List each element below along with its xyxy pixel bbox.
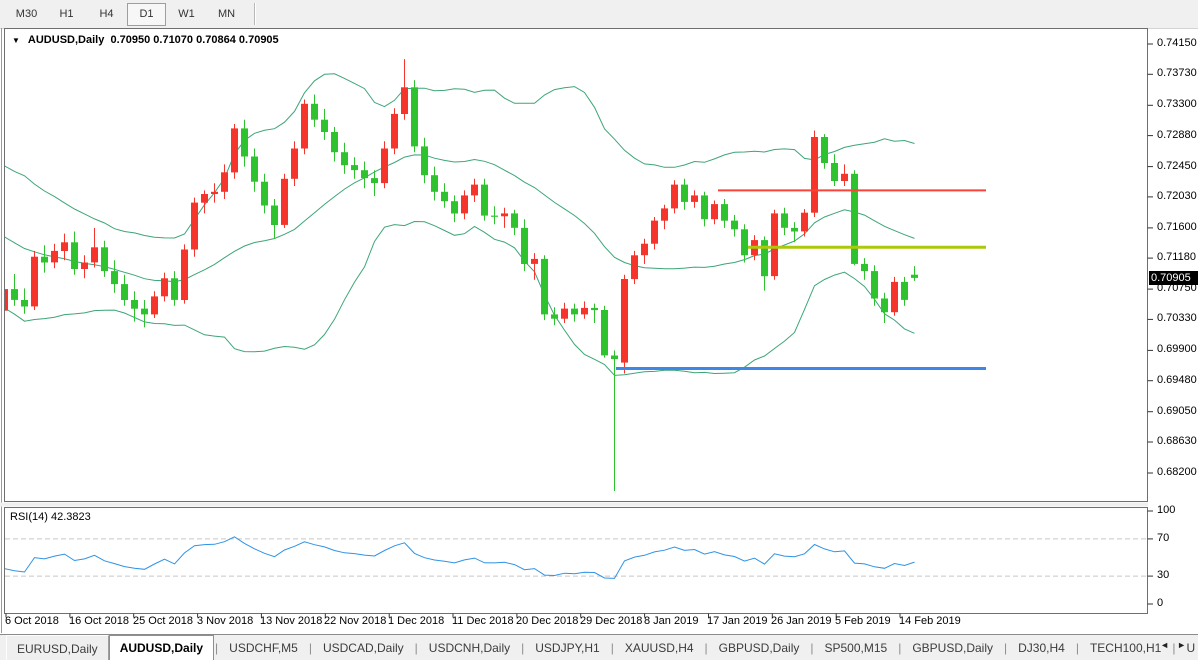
tab-separator: | [215,641,219,655]
chart-ohlc-values: 0.70950 0.71070 0.70864 0.70905 [110,34,279,46]
current-price-badge: 0.70905 [1149,271,1198,285]
toolbar-separator [254,3,256,25]
price-tick-label: 0.73300 [1157,98,1197,110]
rsi-tick-label: 30 [1157,569,1170,581]
chart-tab-sp500-m15[interactable]: SP500,M15 [824,641,888,655]
price-tick-label: 0.71600 [1157,221,1197,233]
price-tick-label: 0.72450 [1157,160,1197,172]
tab-separator: | [308,641,312,655]
tab-scroll-arrows: ◄► [1160,640,1194,650]
tab-separator: | [521,641,525,655]
price-tick-label: 0.69050 [1157,405,1197,417]
timeframe-button-m30[interactable]: M30 [15,7,38,20]
chart-tab-dj30-h4[interactable]: DJ30,H4 [1018,641,1065,655]
date-tick-label: 5 Feb 2019 [835,615,891,627]
chart-tab-bar: EURUSD,Daily AUDUSD,Daily | USDCHF,M5 | USDCA… [0,634,1198,660]
chart-tab-usdchf-m5[interactable]: USDCHF,M5 [229,641,298,655]
rsi-panel[interactable] [4,507,1148,614]
date-tick-label: 22 Nov 2018 [324,615,387,627]
timeframe-button-h1[interactable]: H1 [59,7,74,20]
tab-separator: | [810,641,814,655]
price-tick-label: 0.69480 [1157,374,1197,386]
price-tick-label: 0.72880 [1157,129,1197,141]
price-tick-label: 0.68200 [1157,466,1197,478]
timeframe-button-mn[interactable]: MN [217,7,236,20]
rsi-line [5,536,915,579]
price-tick-label: 0.74150 [1157,37,1197,49]
date-tick-label: 8 Jan 2019 [644,615,699,627]
tab-separator: | [1172,641,1176,655]
chart-tab-gbpusd-daily[interactable]: GBPUSD,Daily [718,641,800,655]
rsi-indicator-label: RSI(14) 42.3823 [10,511,91,523]
chart-tab-eurusd-daily[interactable]: EURUSD,Daily [6,635,109,660]
tab-separator: | [704,641,708,655]
tab-scroll-left-icon[interactable]: ◄ [1160,640,1178,650]
tab-separator: | [414,641,418,655]
date-tick-label: 11 Dec 2018 [452,615,514,627]
chart-tab-tech100-h1[interactable]: TECH100,H1 [1089,641,1162,655]
tab-scroll-right-icon[interactable]: ► [1177,640,1194,650]
price-tick-label: 0.70330 [1157,312,1197,324]
chart-tab-gbpusd-daily[interactable]: GBPUSD,Daily [912,641,994,655]
date-tick-label: 17 Jan 2019 [707,615,768,627]
timeframe-button-d1[interactable]: D1 [127,2,166,26]
rsi-value: 42.3823 [50,511,91,523]
chart-tab-audusd-daily[interactable]: AUDUSD,Daily [108,635,215,660]
date-tick-label: 14 Feb 2019 [899,615,961,627]
rsi-tick-label: 70 [1157,532,1170,544]
rsi-tick-label: 100 [1157,504,1176,516]
date-tick-label: 6 Oct 2018 [5,615,59,627]
price-tick-label: 0.72030 [1157,190,1197,202]
main-chart-panel[interactable] [4,28,1148,502]
timeframe-button-h4[interactable]: H4 [99,7,114,20]
chart-title: ▼ AUDUSD,Daily 0.70950 0.71070 0.70864 0.… [12,34,279,46]
tab-separator: | [1075,641,1079,655]
candlesticks [5,59,918,491]
rsi-name: RSI(14) [10,511,48,523]
price-tick-label: 0.69900 [1157,343,1197,355]
date-tick-label: 16 Oct 2018 [69,615,129,627]
tab-separator: | [1004,641,1008,655]
price-tick-label: 0.70750 [1157,282,1197,294]
chevron-down-icon[interactable]: ▼ [12,36,20,45]
date-tick-label: 20 Dec 2018 [516,615,579,627]
chart-tab-usdcnh-daily[interactable]: USDCNH,Daily [428,641,511,655]
chart-tab-xauusd-h4[interactable]: XAUUSD,H4 [624,641,694,655]
tab-separator: | [898,641,902,655]
date-tick-label: 13 Nov 2018 [260,615,323,627]
price-tick-label: 0.73730 [1157,67,1197,79]
price-tick-label: 0.71180 [1157,251,1196,263]
price-tick-label: 0.68630 [1157,435,1197,447]
chart-symbol-period: AUDUSD,Daily [27,34,105,46]
date-tick-label: 1 Dec 2018 [388,615,445,627]
timeframe-button-w1[interactable]: W1 [178,7,195,20]
tab-separator: | [610,641,614,655]
rsi-tick-label: 0 [1157,597,1164,609]
date-tick-label: 26 Jan 2019 [771,615,832,627]
date-tick-label: 25 Oct 2018 [133,615,193,627]
chart-tab-usdcad-daily[interactable]: USDCAD,Daily [322,641,404,655]
panel-splitter[interactable] [0,502,1148,507]
date-tick-label: 29 Dec 2018 [580,615,643,627]
date-tick-label: 3 Nov 2018 [197,615,254,627]
chart-tab-usdjpy-h1[interactable]: USDJPY,H1 [535,641,600,655]
chart-tab-u[interactable]: U [1186,641,1196,655]
